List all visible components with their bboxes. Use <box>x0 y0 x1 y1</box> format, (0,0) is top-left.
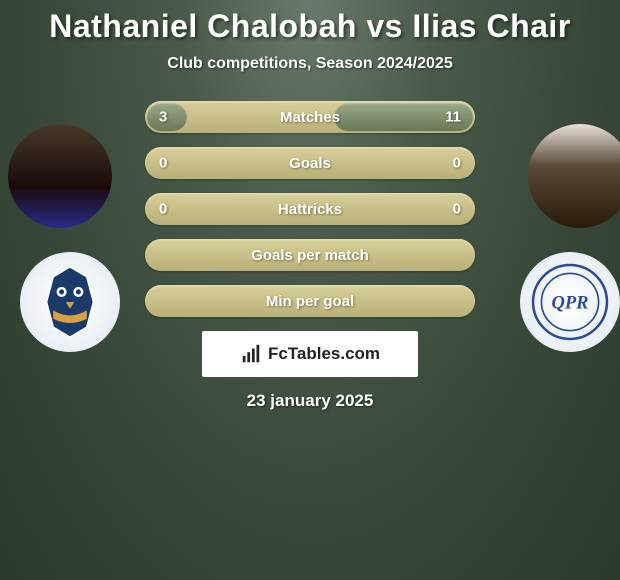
stat-label: Hattricks <box>278 201 342 218</box>
subtitle: Club competitions, Season 2024/2025 <box>0 55 620 73</box>
stat-row-min-per-goal: Min per goal <box>145 285 475 317</box>
player1-photo-placeholder <box>8 124 112 228</box>
player2-club-badge: QPR <box>520 252 620 352</box>
stat-label: Goals <box>289 155 331 172</box>
stat-label: Min per goal <box>266 293 354 310</box>
stat-value-left: 3 <box>159 109 167 126</box>
player1-photo <box>8 124 112 228</box>
page-title: Nathaniel Chalobah vs Ilias Chair <box>0 8 620 45</box>
owl-badge-icon <box>28 260 112 344</box>
player1-club-badge <box>20 252 120 352</box>
chart-icon <box>240 343 262 365</box>
qpr-badge-icon: QPR <box>528 260 612 344</box>
player2-photo <box>528 124 620 228</box>
stat-row-goals: 0 Goals 0 <box>145 147 475 179</box>
stat-row-hattricks: 0 Hattricks 0 <box>145 193 475 225</box>
svg-text:QPR: QPR <box>552 293 589 313</box>
stat-label: Goals per match <box>251 247 369 264</box>
stat-value-right: 0 <box>453 155 461 172</box>
date-label: 23 january 2025 <box>0 391 620 411</box>
player2-photo-placeholder <box>528 124 620 228</box>
content-wrapper: Nathaniel Chalobah vs Ilias Chair Club c… <box>0 0 620 580</box>
stat-value-left: 0 <box>159 155 167 172</box>
brand-box[interactable]: FcTables.com <box>202 331 418 377</box>
stat-value-right: 0 <box>453 201 461 218</box>
stat-row-goals-per-match: Goals per match <box>145 239 475 271</box>
stats-bars: 3 Matches 11 0 Goals 0 0 Hattricks 0 Goa… <box>145 101 475 317</box>
stat-value-left: 0 <box>159 201 167 218</box>
stat-value-right: 11 <box>445 109 461 126</box>
stat-row-matches: 3 Matches 11 <box>145 101 475 133</box>
stat-label: Matches <box>280 109 340 126</box>
brand-text: FcTables.com <box>268 344 380 364</box>
